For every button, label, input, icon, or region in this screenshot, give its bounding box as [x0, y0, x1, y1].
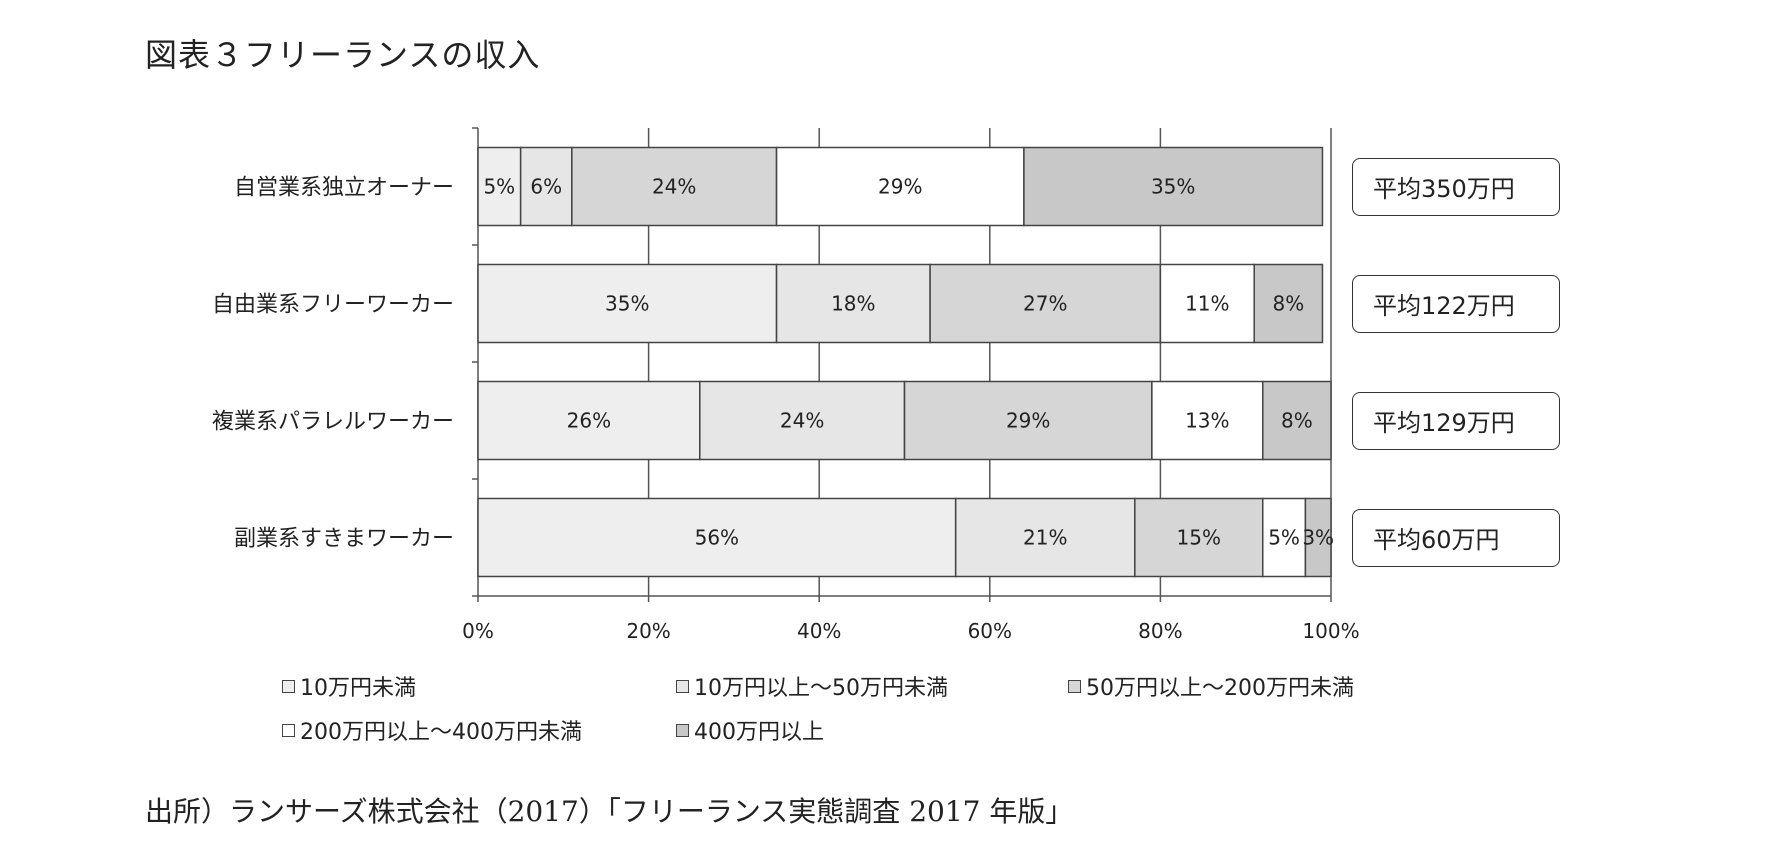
legend-item: 10万円未満: [282, 670, 416, 702]
data-label: 35%: [605, 292, 649, 316]
x-tick-label: 40%: [797, 619, 841, 643]
bar-segment: [477, 263, 778, 344]
bar-segment: [929, 263, 1162, 344]
x-tick-label: 80%: [1138, 619, 1182, 643]
bar-segment: [1151, 380, 1264, 461]
legend-item: 200万円以上～400万円未満: [282, 714, 582, 746]
average-income-box: 平均350万円: [1352, 157, 1560, 216]
bar-segment: [775, 146, 1025, 227]
bar-segment: [903, 380, 1153, 461]
x-tick-label: 20%: [626, 619, 670, 643]
data-label: 13%: [1185, 409, 1229, 433]
chart-title: 図表３フリーランスの収入: [145, 36, 541, 74]
data-label: 11%: [1185, 292, 1229, 316]
category-label: 複業系パラレルワーカー: [212, 410, 454, 435]
bar-segment: [1023, 146, 1324, 227]
legend-swatch: [282, 679, 295, 693]
average-income-box: 平均122万円: [1352, 274, 1560, 333]
legend-label: 10万円未満: [300, 676, 416, 701]
legend-label: 400万円以上: [694, 720, 824, 745]
bar-segment: [699, 380, 906, 461]
legend-label: 50万円以上～200万円未満: [1086, 676, 1354, 701]
x-tick-label: 100%: [1302, 619, 1359, 643]
data-label: 8%: [1272, 292, 1304, 316]
bar-segment: [519, 146, 573, 227]
legend-label: 200万円以上～400万円未満: [300, 720, 582, 745]
average-income-box: 平均129万円: [1352, 391, 1560, 450]
data-label: 24%: [652, 175, 696, 199]
bar-segment: [1253, 263, 1324, 344]
legend-item: 10万円以上～50万円未満: [676, 670, 948, 702]
x-tick-label: 60%: [968, 619, 1012, 643]
legend-swatch: [282, 723, 295, 737]
bar-segment: [1262, 380, 1332, 461]
legend-swatch: [1068, 679, 1081, 693]
legend-item: 50万円以上～200万円未満: [1068, 670, 1354, 702]
bar-segment: [1134, 497, 1264, 578]
data-label: 3%: [1302, 526, 1334, 550]
bar-segment: [775, 263, 931, 344]
data-label: 56%: [695, 526, 739, 550]
data-label: 27%: [1023, 292, 1067, 316]
bar-segment: [1159, 263, 1255, 344]
bar-segment: [477, 380, 701, 461]
data-label: 8%: [1281, 409, 1313, 433]
data-label: 35%: [1151, 175, 1195, 199]
data-label: 24%: [780, 409, 824, 433]
data-label: 5%: [1268, 526, 1300, 550]
category-label: 自営業系独立オーナー: [234, 176, 454, 201]
average-income-box: 平均60万円: [1352, 508, 1560, 567]
category-label: 自由業系フリーワーカー: [212, 293, 454, 318]
bar-segment: [954, 497, 1136, 578]
bar-segment: [477, 146, 522, 227]
data-label: 21%: [1023, 526, 1067, 550]
legend-swatch: [676, 723, 689, 737]
data-label: 5%: [483, 175, 515, 199]
data-label: 15%: [1177, 526, 1221, 550]
source-note: 出所）ランサーズ株式会社（2017）「フリーランス実態調査 2017 年版」: [145, 795, 1074, 828]
x-tick-label: 0%: [462, 619, 494, 643]
legend-label: 10万円以上～50万円未満: [694, 676, 948, 701]
data-label: 29%: [878, 175, 922, 199]
data-label: 6%: [530, 175, 562, 199]
data-label: 29%: [1006, 409, 1050, 433]
legend-item: 400万円以上: [676, 714, 824, 746]
legend-swatch: [676, 679, 689, 693]
data-label: 18%: [831, 292, 875, 316]
category-label: 副業系すきまワーカー: [234, 527, 454, 552]
data-label: 26%: [567, 409, 611, 433]
bar-segment: [1304, 497, 1332, 578]
